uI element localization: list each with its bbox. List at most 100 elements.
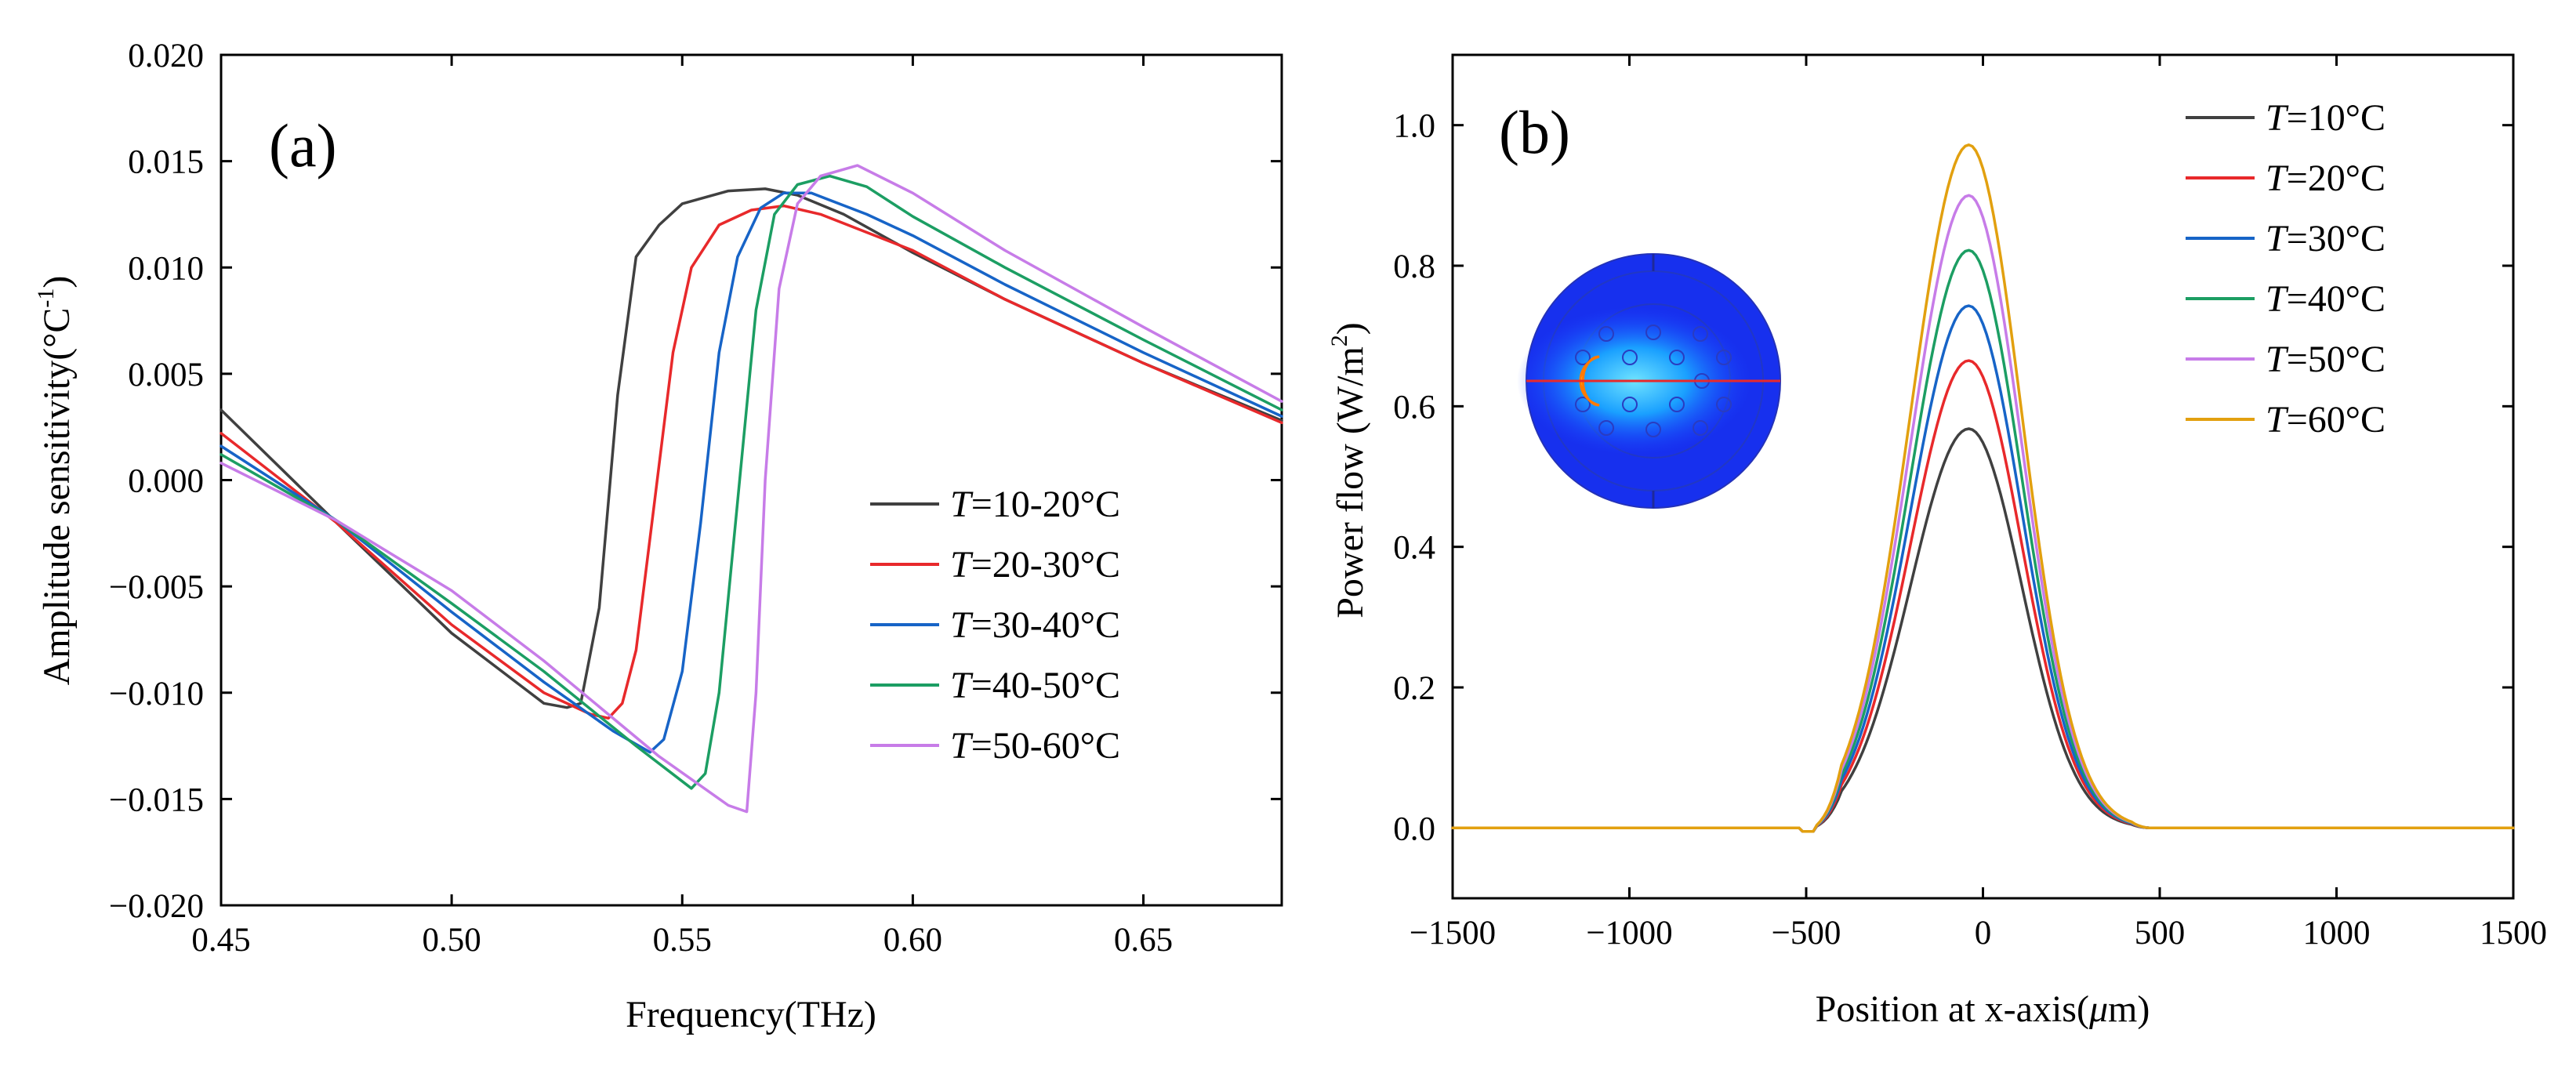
legend-label-var: T: [950, 544, 974, 586]
a0-y-tick-label-6: 0.010: [128, 250, 204, 287]
legend-label-rest: =60°C: [2287, 399, 2386, 441]
plot-frame-a: [220, 53, 1283, 907]
legend-label-rest: =30-40°C: [971, 604, 1120, 646]
inset-air-hole: [1693, 420, 1708, 436]
series-line-a-2: [220, 191, 1283, 754]
ticks-a: 0.45 0.50 0.55 0.60 0.65 −0.020 −0.015 −0.010 −0…: [109, 38, 1282, 959]
legend-label-0-2: T=30-40°C: [950, 604, 1120, 646]
legend-label-var: T: [950, 665, 974, 706]
b1-y-tick-label-4: 0.8: [1393, 248, 1435, 285]
legend-label-var: T: [950, 484, 974, 525]
series-group-b: [1451, 143, 2515, 833]
a0-y-tick-label-8: 0.020: [128, 38, 204, 74]
a0-x-tick-label-0: 0.45: [191, 922, 250, 959]
legend-label-rest: =10-20°C: [971, 484, 1120, 525]
legend-label-0-1: T=20-30°C: [950, 544, 1120, 586]
legend-label-rest: =50-60°C: [971, 725, 1120, 767]
a0-y-tick-label-1: −0.015: [109, 781, 204, 818]
series-line-b-5: [1451, 143, 2515, 833]
inset-air-hole: [1575, 397, 1591, 412]
legend-label-rest: =20-30°C: [971, 544, 1120, 586]
inset-air-holes: [1575, 254, 1732, 508]
legend-label-0-3: T=40-50°C: [950, 665, 1120, 706]
legend-label-var: T: [2266, 278, 2289, 320]
b1-y-tick-label-2: 0.4: [1393, 530, 1435, 567]
inset-air-hole: [1693, 326, 1708, 342]
ticks-b: −1500 −1000 −500 0 500 1000 1500 0.0 0.2 0.4 0.6 0.…: [1393, 55, 2547, 952]
panel-label-a: (a): [269, 111, 337, 179]
b1-y-tick-label-0: 0.0: [1393, 810, 1435, 847]
inset-air-hole: [1669, 350, 1685, 365]
inset-air-hole: [1669, 397, 1685, 412]
b1-x-tick-label-0: −1500: [1410, 915, 1496, 952]
a0-y-tick-label-7: 0.015: [128, 144, 204, 181]
legend-label-rest: =30°C: [2287, 218, 2386, 259]
a0-x-tick-label-4: 0.65: [1114, 922, 1173, 959]
series-group-a: [220, 164, 1283, 814]
series-line-a-1: [220, 204, 1283, 720]
x-axis-title-b-post: m): [2108, 988, 2150, 1030]
b1-x-tick-label-4: 500: [2135, 915, 2186, 952]
legend-a: T=10-20°CT=20-30°CT=30-40°CT=40-50°CT=50…: [870, 484, 1120, 767]
legend-label-1-2: T=30°C: [2266, 218, 2386, 259]
y-axis-title-b-sup: 2: [1326, 335, 1352, 346]
legend-label-var: T: [950, 725, 974, 767]
a0-y-tick-label-4: 0.000: [128, 463, 204, 500]
inset-air-hole: [1645, 422, 1661, 437]
legend-label-var: T: [2266, 97, 2289, 139]
x-axis-title-b-pre: Position at x-axis(: [1816, 988, 2089, 1030]
legend-label-1-0: T=10°C: [2266, 97, 2386, 139]
b1-x-tick-label-6: 1500: [2480, 915, 2547, 952]
legend-b: T=10°CT=20°CT=30°CT=40°CT=50°CT=60°C: [2186, 97, 2386, 441]
legend-label-rest: =40-50°C: [971, 665, 1120, 706]
b1-y-tick-label-1: 0.2: [1393, 670, 1435, 707]
b1-y-tick-label-3: 0.6: [1393, 389, 1435, 426]
legend-label-rest: =20°C: [2287, 158, 2386, 199]
legend-label-rest: =50°C: [2287, 339, 2386, 380]
inset-air-hole: [1622, 397, 1638, 412]
panel-label-b: (b): [1499, 98, 1570, 166]
series-line-a-0: [220, 187, 1283, 709]
y-axis-title-b: Power flow (W/m2): [1326, 322, 1371, 618]
legend-label-1-5: T=60°C: [2266, 399, 2386, 441]
a0-y-tick-label-3: −0.005: [109, 569, 204, 606]
b1-x-tick-label-3: 0: [1975, 915, 1992, 952]
chart-panel-a: 0.45 0.50 0.55 0.60 0.65 −0.020 −0.015 −0.010 −0…: [33, 38, 1283, 1035]
inset-air-hole: [1598, 420, 1614, 436]
y-axis-title-a-end: ): [36, 276, 78, 288]
legend-label-rest: =10°C: [2287, 97, 2386, 139]
legend-label-var: T: [2266, 399, 2289, 441]
b1-x-tick-label-2: −500: [1772, 915, 1841, 952]
y-axis-title-a-main: Amplitude sensitivity(°C: [36, 308, 78, 686]
fiber-cross-section-inset: [1517, 253, 1781, 509]
legend-label-var: T: [2266, 339, 2289, 380]
legend-label-var: T: [2266, 158, 2289, 199]
x-axis-title-b: Position at x-axis(μm): [1816, 988, 2150, 1030]
b1-y-tick-label-5: 1.0: [1393, 108, 1435, 145]
series-line-a-3: [220, 174, 1283, 790]
series-line-a-4: [220, 164, 1283, 814]
legend-label-var: T: [2266, 218, 2289, 259]
y-axis-title-b-main: Power flow (W/m: [1330, 346, 1371, 618]
legend-label-0-0: T=10-20°C: [950, 484, 1120, 525]
a0-y-tick-label-5: 0.005: [128, 357, 204, 393]
y-axis-title-a: Amplitude sensitivity(°C-1): [33, 276, 78, 686]
inset-air-hole: [1716, 350, 1732, 365]
a0-y-tick-label-0: −0.020: [109, 888, 204, 925]
inset-air-hole: [1598, 326, 1614, 342]
inset-hot-spot: [1579, 355, 1600, 407]
x-axis-title-a: Frequency(THz): [626, 994, 876, 1035]
legend-label-var: T: [950, 604, 974, 646]
chart-panel-b: −1500 −1000 −500 0 500 1000 1500 0.0 0.2 0.4 0.6 0.…: [1326, 53, 2547, 1030]
b1-x-tick-label-1: −1000: [1586, 915, 1672, 952]
a0-x-tick-label-2: 0.55: [653, 922, 712, 959]
y-axis-title-a-sup: -1: [33, 288, 59, 308]
legend-label-1-3: T=40°C: [2266, 278, 2386, 320]
x-axis-title-b-mu: μ: [2088, 988, 2108, 1030]
a0-x-tick-label-3: 0.60: [883, 922, 942, 959]
legend-label-1-1: T=20°C: [2266, 158, 2386, 199]
y-axis-title-b-end: ): [1330, 322, 1371, 335]
inset-air-hole: [1622, 350, 1638, 365]
inset-air-hole: [1716, 397, 1732, 412]
